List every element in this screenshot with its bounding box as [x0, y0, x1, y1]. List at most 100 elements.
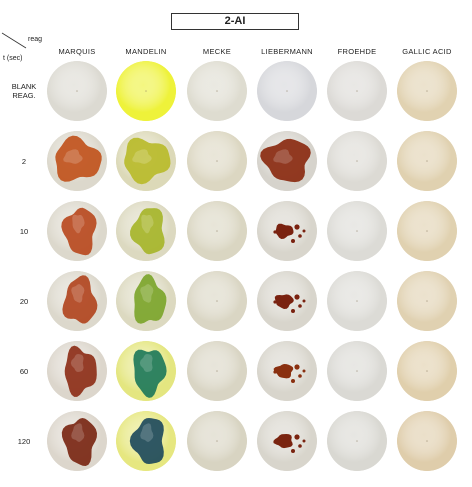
row-label: 10 [4, 227, 44, 236]
center-speck [286, 90, 288, 92]
spot-test-dish [257, 411, 317, 471]
stain-highlight [71, 284, 85, 303]
spot-test-dish [397, 341, 457, 401]
reaction-stain [62, 275, 98, 324]
row-label: 2 [4, 157, 44, 166]
spot-test-dish [47, 131, 107, 191]
spot-test-dish [397, 131, 457, 191]
column-header-marquis: MARQUIS [58, 47, 96, 56]
spot-test-dish [257, 61, 317, 121]
center-speck [216, 300, 218, 302]
stain-droplet [294, 434, 300, 440]
reaction-stain [61, 418, 97, 466]
reaction-stain [134, 274, 167, 324]
stain-highlight [140, 284, 154, 303]
spot-test-dish [187, 61, 247, 121]
spot-test-dish [257, 341, 317, 401]
stain-droplet [298, 374, 302, 378]
spot-test-dish [116, 411, 176, 471]
reaction-stain [64, 345, 97, 397]
row-label-line: 20 [19, 296, 29, 306]
row-label-line: 60 [19, 366, 29, 376]
center-speck [356, 230, 358, 232]
stain-droplet [294, 224, 300, 230]
reagent-axis-label: reag [28, 36, 43, 43]
column-header-gallic-acid: GALLIC ACID [402, 47, 452, 56]
stain-droplet [273, 440, 277, 444]
row-label-line: BLANK [11, 82, 37, 91]
column-header-mandelin: MANDELIN [125, 47, 167, 56]
stain-highlight [140, 423, 154, 442]
stain-highlight [273, 149, 293, 164]
stain-droplet [302, 369, 306, 373]
stain-highlight [139, 354, 153, 372]
compound-title: 2-AI [171, 13, 299, 30]
spot-test-dish [187, 411, 247, 471]
spot-test-dish [116, 131, 176, 191]
column-header-liebermann: LIEBERMANN [261, 47, 313, 56]
stain-highlight [72, 214, 85, 234]
axis-corner: reag t (sec) [0, 30, 50, 66]
stain-highlight [70, 354, 84, 372]
reaction-stain [55, 135, 102, 182]
spot-test-dish [327, 411, 387, 471]
stain-droplet [294, 294, 300, 300]
stain-droplet [291, 379, 295, 383]
center-speck [426, 90, 428, 92]
spot-test-dish [187, 271, 247, 331]
corner-diagonal-line [1, 32, 27, 49]
center-speck [426, 370, 428, 372]
center-speck [426, 300, 428, 302]
spot-test-dish [187, 341, 247, 401]
center-speck [426, 440, 428, 442]
spot-test-dish [257, 271, 317, 331]
spot-test-dish [116, 341, 176, 401]
reaction-stain [273, 434, 293, 449]
spot-test-dish [187, 131, 247, 191]
spot-test-dish [47, 271, 107, 331]
reaction-stain [124, 137, 171, 185]
spot-test-dish [397, 411, 457, 471]
stain-droplet [291, 309, 295, 313]
row-label-line: REAG. [12, 91, 36, 100]
center-speck [216, 90, 218, 92]
center-speck [216, 370, 218, 372]
stain-droplet [302, 229, 306, 233]
reaction-stain [61, 207, 97, 256]
center-speck [356, 370, 358, 372]
spot-test-dish [257, 131, 317, 191]
spot-test-dish [397, 271, 457, 331]
spot-test-dish [116, 61, 176, 121]
center-speck [216, 160, 218, 162]
reaction-stain [273, 364, 294, 379]
center-speck [356, 90, 358, 92]
stain-droplet [298, 444, 302, 448]
row-label-line: 120 [17, 436, 31, 446]
stain-droplet [294, 364, 300, 370]
spot-test-dish [397, 61, 457, 121]
spot-test-dish [397, 201, 457, 261]
center-speck [76, 90, 78, 92]
stain-droplet [298, 304, 302, 308]
row-label: 20 [4, 297, 44, 306]
stain-highlight [63, 149, 83, 164]
spot-test-dish [47, 411, 107, 471]
stain-highlight [71, 423, 85, 442]
reaction-stain [130, 208, 165, 255]
center-speck [356, 160, 358, 162]
stain-droplet [291, 449, 295, 453]
stain-highlight [132, 149, 152, 164]
reaction-stain [260, 138, 311, 183]
center-speck [145, 90, 147, 92]
spot-test-dish [257, 201, 317, 261]
spot-test-dish [116, 201, 176, 261]
spot-test-dish [47, 341, 107, 401]
spot-test-dish [327, 271, 387, 331]
column-header-mecke: MECKE [202, 47, 232, 56]
row-label: 60 [4, 367, 44, 376]
center-speck [426, 160, 428, 162]
spot-test-dish [327, 61, 387, 121]
stain-highlight [141, 214, 154, 234]
spot-test-dish [327, 201, 387, 261]
center-speck [356, 300, 358, 302]
